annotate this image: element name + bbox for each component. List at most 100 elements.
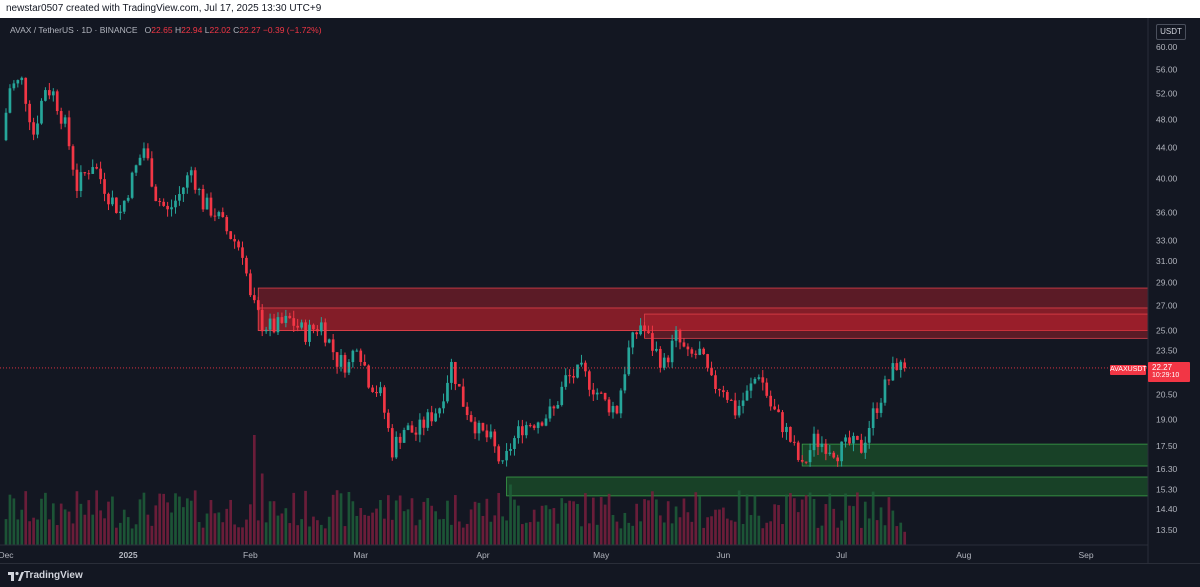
volume-bar: [580, 526, 583, 545]
candle-body: [205, 197, 209, 210]
candle-body: [623, 374, 627, 391]
volume-bar: [875, 520, 879, 545]
candle-body: [824, 443, 828, 454]
currency-badge[interactable]: USDT: [1156, 24, 1186, 40]
volume-bar: [607, 493, 611, 545]
volume-bar: [355, 515, 359, 545]
volume-bar: [737, 490, 741, 545]
volume-bar: [662, 522, 666, 545]
price-tag-symbol: AVAXUSDT: [1110, 365, 1147, 375]
volume-bar: [666, 501, 670, 545]
candle-body: [505, 450, 508, 461]
volume-bar: [280, 513, 284, 545]
candle-body: [532, 425, 536, 428]
volume-bar: [296, 525, 300, 545]
volume-bar: [777, 505, 780, 545]
y-tick-label: 56.00: [1156, 64, 1178, 74]
candle-body: [777, 409, 780, 413]
candle-body: [154, 186, 158, 202]
candle-body: [118, 211, 122, 213]
volume-bar: [883, 525, 887, 545]
volume-bar: [422, 501, 426, 545]
volume-bar: [698, 496, 702, 545]
candle-body: [879, 402, 883, 413]
volume-bar: [655, 499, 658, 545]
candle-body: [55, 91, 59, 112]
candle-body: [521, 426, 524, 436]
volume-bar: [442, 518, 445, 545]
resistance-zone-2: [644, 313, 1149, 339]
candle-body: [233, 239, 236, 242]
candle-body: [540, 422, 544, 426]
volume-bar: [879, 507, 883, 545]
volume-bar: [178, 496, 181, 545]
volume-bar: [95, 490, 98, 545]
volume-bar: [493, 515, 497, 545]
candle-body: [615, 406, 619, 414]
candle-body: [883, 379, 887, 403]
volume-bar: [142, 492, 146, 545]
footer-brand[interactable]: TradingView: [24, 570, 83, 581]
candlestick-chart[interactable]: 60.00 56.00 52.00 48.00 44.00 40.00 36.00 33.00…: [0, 18, 1200, 563]
volume-bar: [335, 490, 339, 545]
candle-body: [706, 354, 709, 368]
candle-body: [584, 362, 587, 372]
candle-body: [150, 158, 154, 187]
volume-bar: [446, 500, 449, 545]
candle-body: [718, 388, 721, 391]
volume-bar: [867, 518, 871, 545]
candle-body: [859, 439, 863, 453]
volume-bar: [781, 524, 784, 545]
volume-bar: [828, 493, 832, 545]
volume-bar: [213, 513, 217, 545]
volume-bar: [245, 519, 248, 545]
volume-bar: [379, 500, 382, 545]
tradingview-logo-icon[interactable]: [8, 570, 24, 582]
candle-body: [371, 387, 374, 392]
candle-body: [812, 433, 816, 451]
candle-body: [16, 80, 20, 84]
volume-bar: [193, 490, 197, 545]
volume-bar: [434, 511, 437, 545]
candle-body: [655, 348, 658, 351]
candle-body: [91, 167, 95, 174]
volume-bar: [201, 527, 205, 545]
symbol-text[interactable]: AVAX / TetherUS · 1D · BINANCE: [10, 25, 138, 35]
candle-body: [682, 342, 686, 347]
volume-bar: [599, 497, 603, 545]
volume-bar: [615, 521, 619, 545]
candle-body: [280, 317, 284, 323]
volume-bar: [28, 521, 31, 545]
chart-area[interactable]: [0, 18, 1200, 563]
candle-body: [785, 426, 788, 433]
volume-bar: [820, 525, 824, 545]
candle-body: [820, 443, 824, 447]
volume-bar: [91, 514, 95, 545]
volume-bar: [481, 515, 485, 545]
volume-bar: [714, 509, 717, 545]
candle-body: [162, 201, 166, 206]
candle-body: [552, 406, 556, 409]
candle-body: [209, 197, 213, 216]
volume-bar: [706, 517, 709, 545]
volume-bar: [44, 492, 47, 545]
volume-bar: [71, 523, 75, 545]
candle-body: [126, 197, 130, 201]
volume-bar: [182, 507, 185, 545]
candle-body: [694, 353, 698, 355]
volume-bar: [517, 505, 520, 545]
volume-bar: [304, 490, 307, 545]
volume-bar: [477, 502, 481, 545]
candle-body: [75, 169, 79, 191]
candle-body: [347, 362, 351, 373]
volume-bar: [497, 492, 501, 545]
candle-body: [698, 348, 702, 355]
candle-body: [733, 400, 737, 416]
volume-bar: [595, 524, 599, 545]
candle-body: [319, 322, 323, 332]
candle-body: [308, 324, 311, 342]
candle-body: [363, 362, 367, 366]
volume-bar: [611, 514, 615, 545]
low-value: 22.02: [209, 25, 231, 35]
candle-body: [284, 315, 288, 323]
